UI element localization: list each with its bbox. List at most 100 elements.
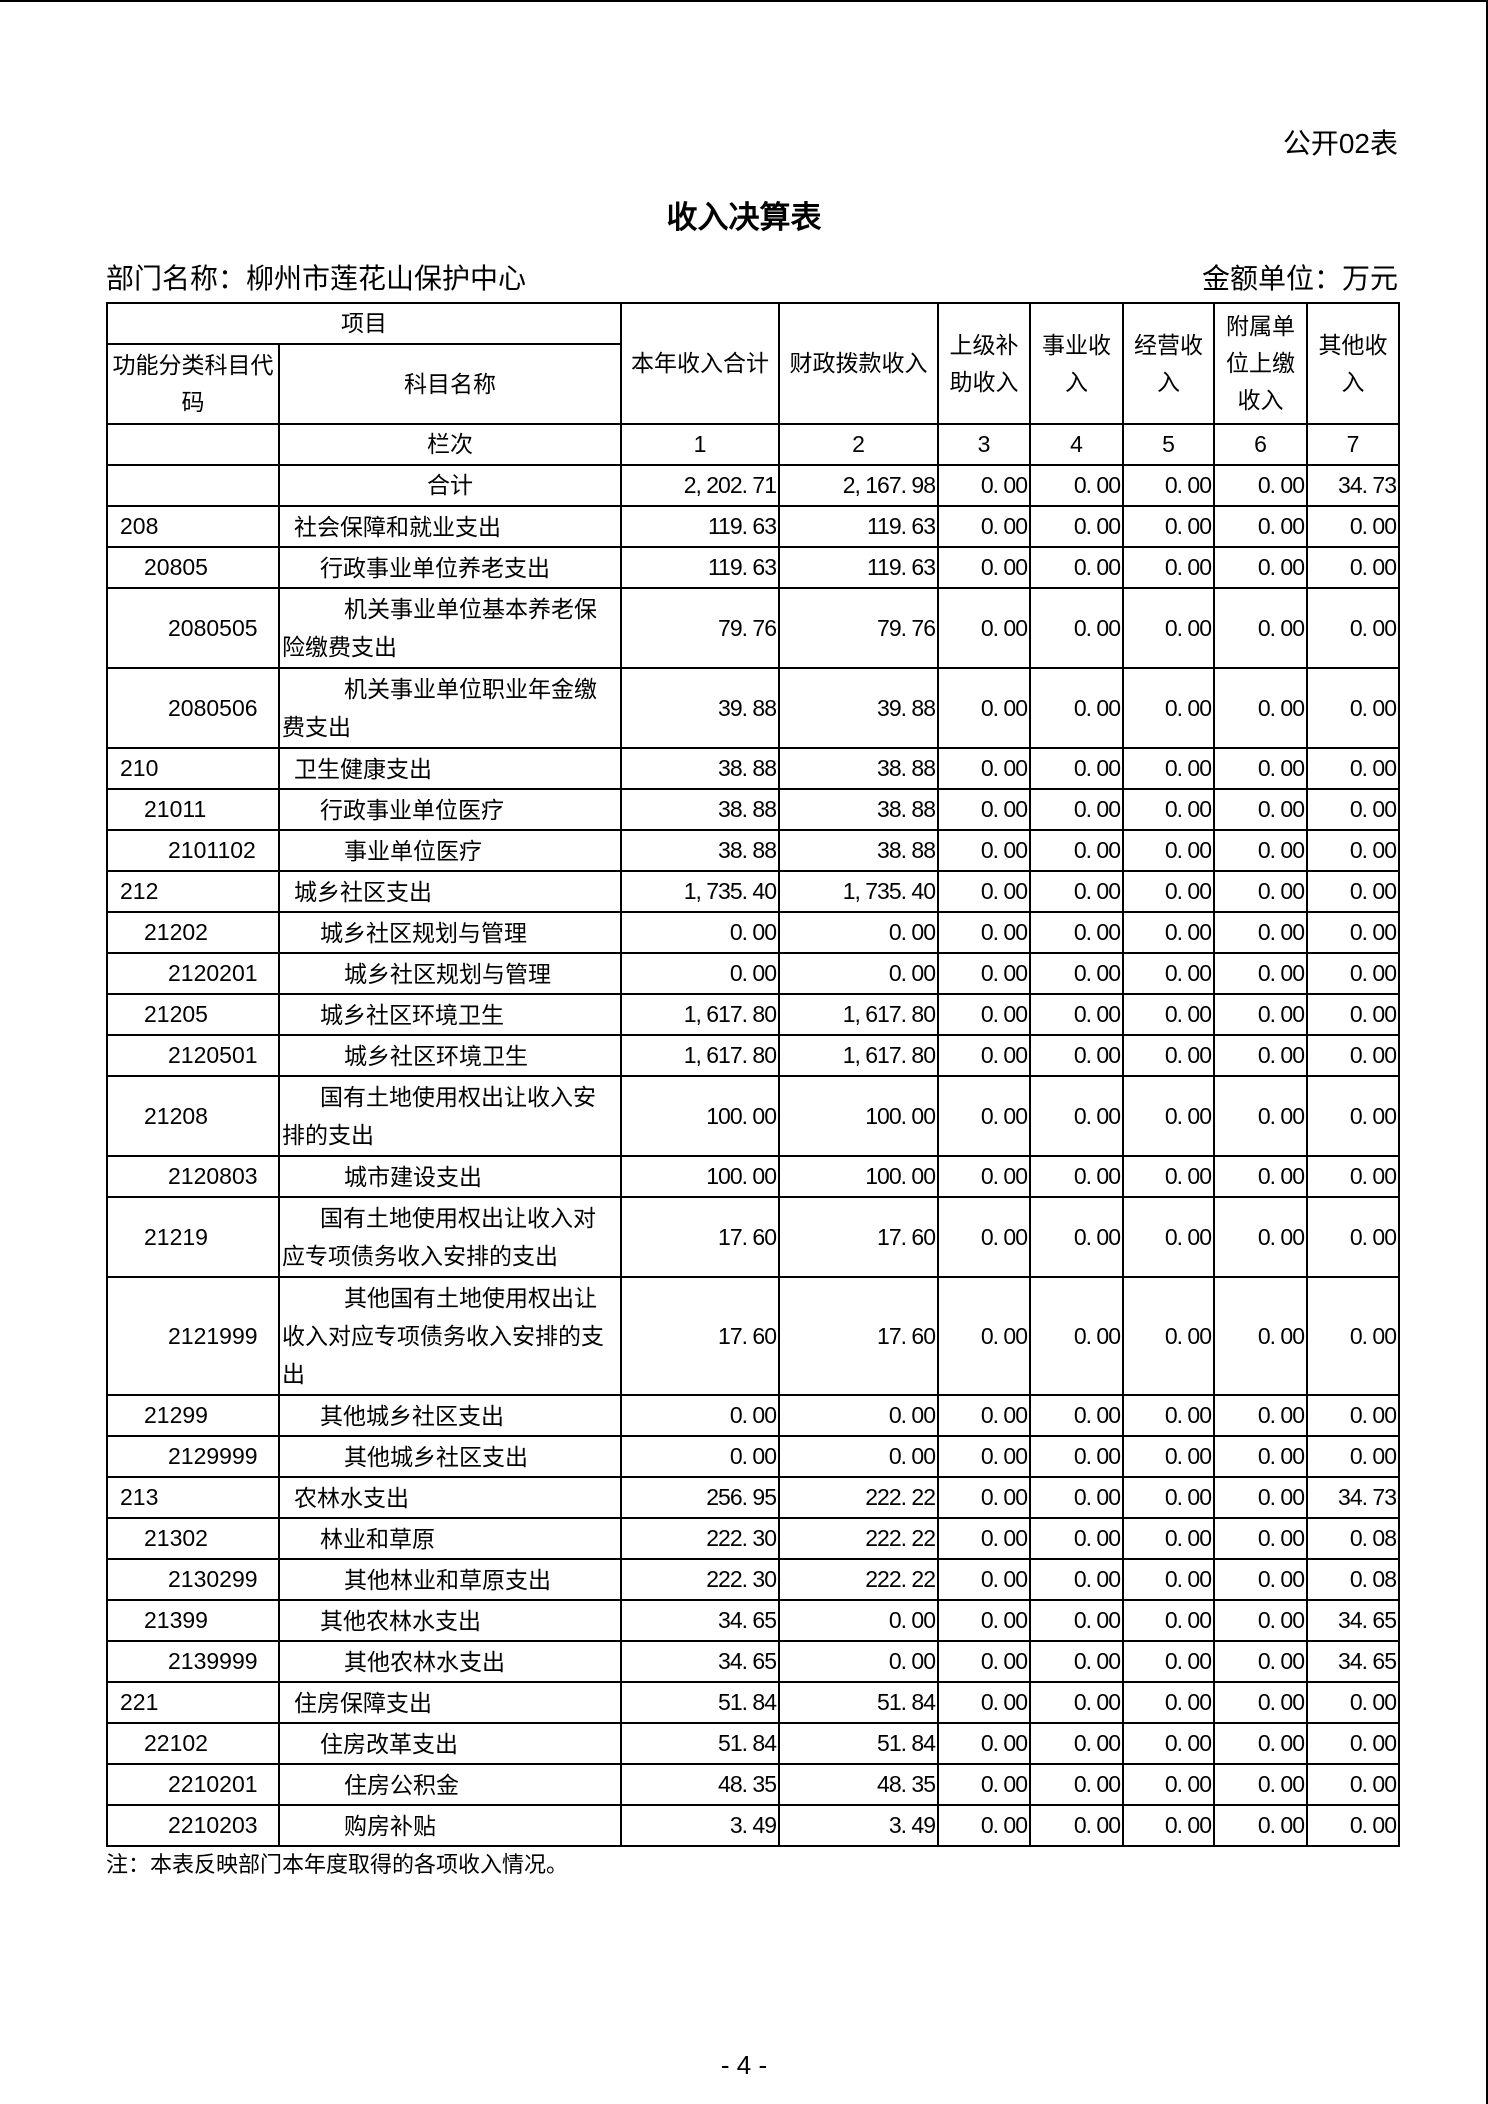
subject-code: 21302	[106, 1517, 280, 1560]
amount-cell: 0. 00	[937, 1394, 1031, 1437]
amount-cell: 0. 00	[1029, 1763, 1124, 1806]
subject-code: 21208	[106, 1075, 280, 1157]
amount-cell: 0. 00	[1213, 911, 1308, 954]
table-row: 2080506 机关事业单位职业年金缴费支出 39. 88 39. 88 0. 00 0.…	[106, 667, 1400, 749]
amount-cell: 0. 00	[1213, 1394, 1308, 1437]
amount-cell: 0. 00	[937, 788, 1031, 831]
amount-cell: 38. 88	[778, 747, 939, 790]
amount-cell: 0. 00	[1122, 1681, 1215, 1724]
amount-cell: 39. 88	[620, 667, 780, 749]
amount-cell: 0. 00	[1029, 1034, 1124, 1077]
amount-cell: 0. 00	[1122, 1155, 1215, 1198]
subject-name: 事业单位医疗	[278, 829, 622, 872]
amount-cell: 1, 617. 80	[778, 1034, 939, 1077]
amount-cell: 38. 88	[620, 829, 780, 872]
amount-cell: 0. 00	[1306, 788, 1400, 831]
amount-cell: 0. 00	[1029, 1558, 1124, 1601]
amount-cell: 0. 00	[1306, 747, 1400, 790]
total-value: 2, 202. 71	[620, 464, 780, 507]
amount-cell: 0. 00	[778, 911, 939, 954]
table-note: 注：本表反映部门本年度取得的各项收入情况。	[106, 1852, 569, 1877]
amount-cell: 51. 84	[620, 1681, 780, 1724]
subject-code: 210	[106, 747, 280, 790]
table-row: 2120501 城乡社区环境卫生 1, 617. 80 1, 617. 80 0. 00…	[106, 1034, 1400, 1077]
subject-code: 21011	[106, 788, 280, 831]
seq-number: 4	[1029, 423, 1124, 466]
amount-cell: 0. 00	[1306, 546, 1400, 589]
amount-cell: 119. 63	[620, 505, 780, 548]
amount-cell: 0. 00	[1306, 1804, 1400, 1847]
amount-cell: 0. 00	[1306, 1155, 1400, 1198]
amount-cell: 0. 00	[1122, 1476, 1215, 1519]
subject-name: 行政事业单位养老支出	[278, 546, 622, 589]
seq-number: 5	[1122, 423, 1215, 466]
header-name: 科目名称	[278, 343, 622, 425]
amount-cell: 0. 00	[1213, 1075, 1308, 1157]
amount-cell: 0. 00	[1122, 1517, 1215, 1560]
amount-cell: 0. 00	[1213, 1763, 1308, 1806]
amount-cell: 0. 00	[1122, 993, 1215, 1036]
header-col: 本年收入合计	[620, 302, 780, 425]
amount-cell: 0. 00	[1213, 1196, 1308, 1278]
amount-cell: 0. 00	[1213, 667, 1308, 749]
amount-cell: 3. 49	[778, 1804, 939, 1847]
amount-cell: 0. 00	[937, 1435, 1031, 1478]
amount-cell: 0. 08	[1306, 1558, 1400, 1601]
subject-code: 2120201	[106, 952, 280, 995]
amount-cell: 0. 00	[1306, 1075, 1400, 1157]
amount-cell: 0. 00	[937, 1804, 1031, 1847]
amount-cell: 0. 00	[937, 1763, 1031, 1806]
amount-cell: 0. 00	[1306, 1435, 1400, 1478]
amount-cell: 38. 88	[778, 788, 939, 831]
amount-cell: 0. 00	[778, 1599, 939, 1642]
amount-cell: 0. 00	[937, 1640, 1031, 1683]
subject-name: 社会保障和就业支出	[278, 505, 622, 548]
table-row: 210 卫生健康支出 38. 88 38. 88 0. 00 0. 00 0. 00 0. 0…	[106, 747, 1400, 790]
amount-cell: 0. 00	[937, 1558, 1031, 1601]
subject-code: 2130299	[106, 1558, 280, 1601]
subject-name: 农林水支出	[278, 1476, 622, 1519]
department-name: 部门名称：柳州市莲花山保护中心	[106, 263, 527, 294]
amount-cell: 119. 63	[778, 546, 939, 589]
amount-cell: 0. 00	[1122, 747, 1215, 790]
amount-cell: 0. 00	[1029, 1640, 1124, 1683]
amount-cell: 1, 735. 40	[620, 870, 780, 913]
amount-cell: 0. 00	[1122, 788, 1215, 831]
subject-name: 其他林业和草原支出	[278, 1558, 622, 1601]
amount-cell: 0. 00	[937, 1155, 1031, 1198]
amount-cell: 0. 00	[1029, 1435, 1124, 1478]
amount-cell: 0. 00	[937, 747, 1031, 790]
seq-number: 2	[778, 423, 939, 466]
amount-cell: 119. 63	[778, 505, 939, 548]
amount-cell: 17. 60	[778, 1196, 939, 1278]
subject-code: 213	[106, 1476, 280, 1519]
table-row: 20805 行政事业单位养老支出 119. 63 119. 63 0. 00 0. 00 0…	[106, 546, 1400, 589]
amount-cell: 0. 00	[937, 829, 1031, 872]
amount-cell: 0. 00	[1029, 788, 1124, 831]
amount-cell: 34. 73	[1306, 1476, 1400, 1519]
header-col: 上级补助收入	[937, 302, 1031, 425]
amount-cell: 0. 00	[1213, 870, 1308, 913]
amount-cell: 0. 00	[1029, 911, 1124, 954]
amount-cell: 0. 00	[1213, 1155, 1308, 1198]
amount-cell: 0. 00	[1306, 993, 1400, 1036]
amount-cell: 0. 00	[937, 1599, 1031, 1642]
subject-code: 21205	[106, 993, 280, 1036]
table-row: 2120803 城市建设支出 100. 00 100. 00 0. 00 0. 00 0. …	[106, 1155, 1400, 1198]
amount-cell: 0. 00	[1029, 1394, 1124, 1437]
amount-cell: 1, 617. 80	[620, 993, 780, 1036]
amount-cell: 0. 00	[1122, 505, 1215, 548]
amount-cell: 0. 00	[1306, 829, 1400, 872]
amount-cell: 0. 00	[1213, 829, 1308, 872]
amount-cell: 0. 00	[1029, 1804, 1124, 1847]
amount-cell: 0. 00	[1122, 1640, 1215, 1683]
total-value: 0. 00	[937, 464, 1031, 507]
amount-cell: 0. 00	[1029, 829, 1124, 872]
amount-cell: 0. 08	[1306, 1517, 1400, 1560]
amount-cell: 0. 00	[1213, 1476, 1308, 1519]
table-row: 21302 林业和草原 222. 30 222. 22 0. 00 0. 00 0. 00 0…	[106, 1517, 1400, 1560]
subject-code: 20805	[106, 546, 280, 589]
amount-cell: 0. 00	[1029, 1681, 1124, 1724]
table-row: 213 农林水支出 256. 95 222. 22 0. 00 0. 00 0. 00 0. …	[106, 1476, 1400, 1519]
